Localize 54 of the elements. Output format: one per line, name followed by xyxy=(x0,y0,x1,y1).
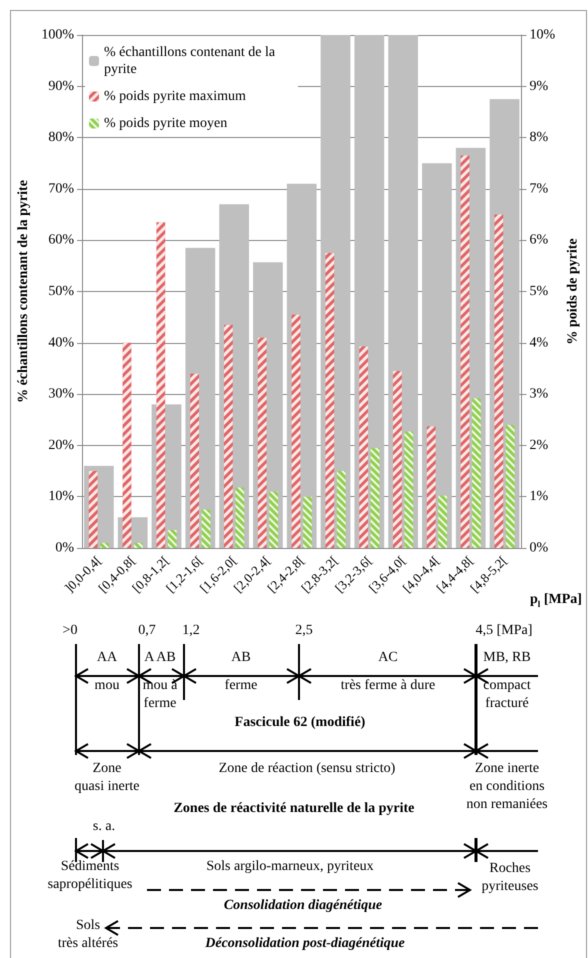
text: compact fracturé xyxy=(483,677,531,713)
text: Zone inerte en conditions non remaniées xyxy=(466,760,548,814)
text: Zones de réactivité naturelle de la pyrite xyxy=(174,800,414,818)
y2-tick-label: 6% xyxy=(529,232,548,248)
text: AC xyxy=(378,649,398,667)
y2-tick-label: 0% xyxy=(529,540,548,556)
text: très ferme à dure xyxy=(340,677,436,695)
text: 4,5 [MPa] xyxy=(476,622,532,640)
y-tick-label: 100% xyxy=(41,28,74,42)
text: Zone quasi inerte xyxy=(74,760,140,796)
text: >0 xyxy=(62,622,78,640)
text: Déconsolidation post-diagénétique xyxy=(205,935,405,953)
text: Sédiments sapropélitiques xyxy=(48,858,132,894)
y2-tick-label: 2% xyxy=(529,438,548,453)
y2-tick-label: 10% xyxy=(529,28,556,42)
y-tick-label: 60% xyxy=(48,232,74,248)
text: Roches pyriteuses xyxy=(482,860,538,896)
text: Sols argilo-marneux, pyriteux xyxy=(206,858,374,876)
y-tick-label: 0% xyxy=(55,540,74,556)
y2-tick-label: 9% xyxy=(529,78,548,94)
y-tick-label: 20% xyxy=(48,438,74,453)
y-tick-label: 40% xyxy=(48,335,74,350)
y-tick-label: 10% xyxy=(48,489,74,504)
y-tick-label: 80% xyxy=(48,130,74,146)
legend-label: % échantillons contenant de la pyrite xyxy=(104,45,279,77)
legend-label: % poids pyrite moyen xyxy=(104,116,228,131)
y-tick-label: 50% xyxy=(48,284,74,299)
y-tick-label: 90% xyxy=(48,78,74,94)
y-axis-title: % échantillons contenant de la pyrite xyxy=(16,180,31,403)
text: AB xyxy=(231,649,251,667)
text: A AB xyxy=(144,649,176,667)
text: MB, RB xyxy=(483,649,531,667)
text: s. a. xyxy=(92,818,116,836)
y-tick-label: 30% xyxy=(48,386,74,402)
y2-tick-label: 8% xyxy=(529,130,548,146)
y2-tick-label: 1% xyxy=(529,489,548,504)
text: ferme xyxy=(224,677,258,695)
y2-tick-label: 3% xyxy=(529,386,548,402)
text: AA xyxy=(96,649,118,667)
y2-tick-label: 4% xyxy=(529,335,548,350)
text: Fascicule 62 (modifié) xyxy=(234,714,366,732)
x-axis-title: p$_{l}$ [MPa] xyxy=(530,592,582,609)
legend-label: % poids pyrite maximum xyxy=(104,89,246,104)
text: Zone de réaction (sensu stricto) xyxy=(218,760,396,778)
y-tick-label: 70% xyxy=(48,181,74,196)
text: mou xyxy=(94,677,120,695)
text: 0,7 xyxy=(138,622,156,640)
y2-tick-label: 7% xyxy=(529,181,548,196)
text: 1,2 xyxy=(182,622,200,640)
text: Consolidation diagénétique xyxy=(224,897,382,915)
text: 2,5 xyxy=(295,622,313,640)
y2-axis-title: % poids de pyrite xyxy=(566,238,580,345)
y2-tick-label: 5% xyxy=(529,284,548,299)
text: Sols très altérés xyxy=(58,917,118,953)
